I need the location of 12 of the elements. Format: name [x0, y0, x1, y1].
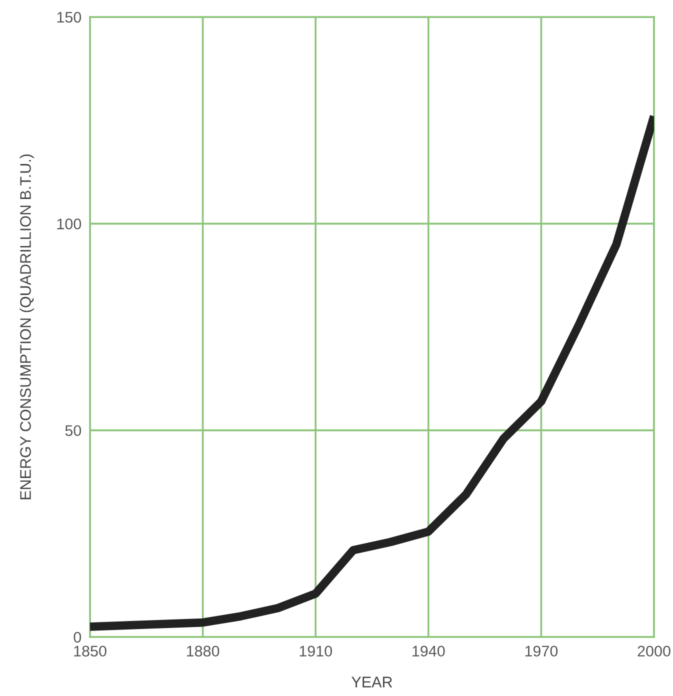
y-tick-label: 0 [74, 632, 82, 643]
x-tick-label: 1850 [74, 646, 106, 657]
x-tick-label: 1970 [525, 646, 558, 657]
y-tick-label: 100 [57, 218, 82, 230]
y-tick-label: 150 [57, 12, 82, 23]
x-tick-label: 1940 [412, 646, 445, 657]
x-axis-title: YEAR [352, 676, 392, 688]
y-axis-title: ENERGY CONSUMPTION (QUADRILLION B.T.U.) [20, 154, 34, 500]
x-tick-label: 2000 [638, 646, 670, 657]
x-tick-label: 1910 [300, 646, 332, 657]
y-tick-label: 50 [65, 425, 82, 436]
x-tick-label: 1880 [186, 646, 220, 657]
